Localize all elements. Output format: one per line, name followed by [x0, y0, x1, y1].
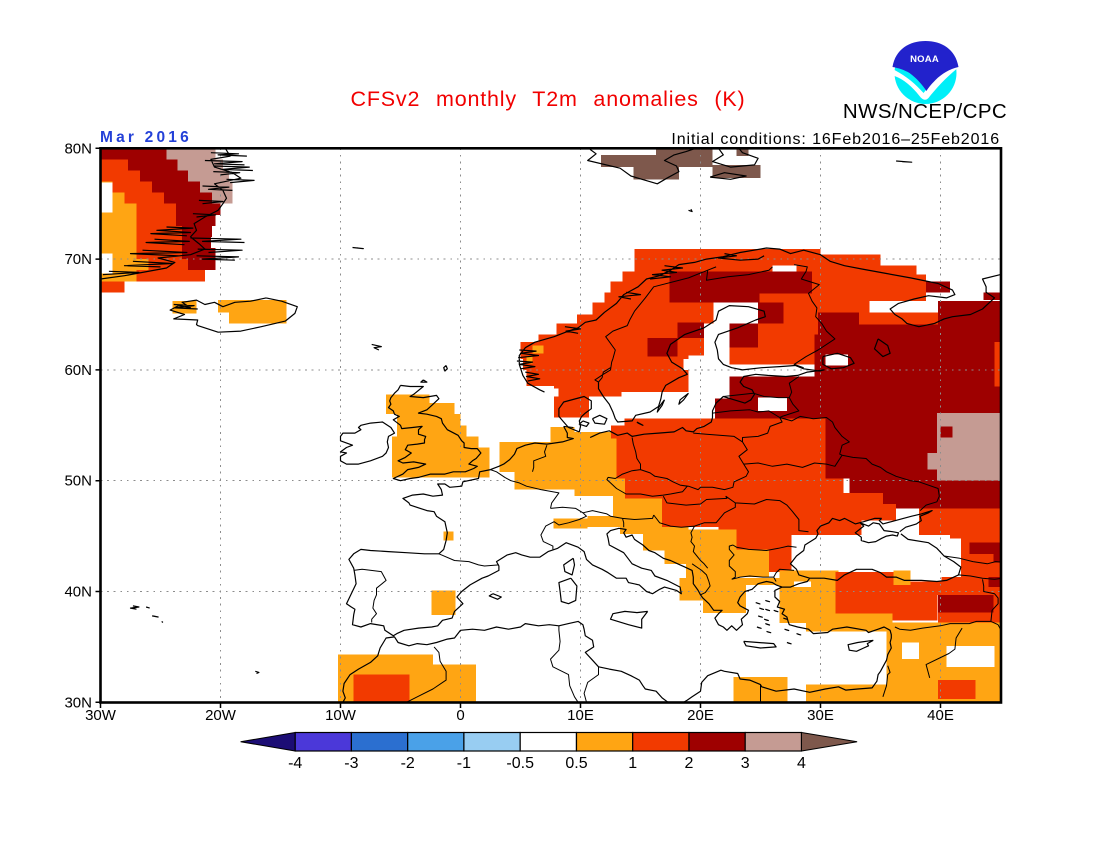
- svg-text:30E: 30E: [807, 707, 834, 724]
- svg-text:1: 1: [628, 755, 637, 772]
- svg-text:Mar 2016: Mar 2016: [100, 129, 192, 146]
- svg-text:0: 0: [456, 707, 464, 724]
- svg-text:4: 4: [797, 755, 806, 772]
- svg-text:-1: -1: [457, 755, 471, 772]
- svg-text:70N: 70N: [64, 251, 92, 268]
- svg-text:50N: 50N: [64, 473, 92, 490]
- svg-text:NOAA: NOAA: [910, 54, 939, 65]
- svg-text:30N: 30N: [64, 694, 92, 711]
- svg-text:80N: 80N: [64, 140, 92, 157]
- svg-text:-4: -4: [288, 755, 302, 772]
- svg-text:20W: 20W: [205, 707, 237, 724]
- svg-text:2: 2: [685, 755, 694, 772]
- svg-text:-2: -2: [401, 755, 415, 772]
- svg-text:-3: -3: [344, 755, 358, 772]
- svg-text:3: 3: [741, 755, 750, 772]
- svg-text:30W: 30W: [85, 707, 117, 724]
- svg-text:40E: 40E: [927, 707, 954, 724]
- svg-text:40N: 40N: [64, 584, 92, 601]
- svg-text:10E: 10E: [567, 707, 594, 724]
- svg-text:60N: 60N: [64, 362, 92, 379]
- svg-text:CFSv2 monthly T2m anomalies (K: CFSv2 monthly T2m anomalies (K): [351, 87, 746, 111]
- svg-text:NWS/NCEP/CPC: NWS/NCEP/CPC: [843, 100, 1007, 123]
- svg-text:Initial conditions: 16Feb2016–: Initial conditions: 16Feb2016–25Feb2016: [671, 131, 1000, 148]
- svg-text:0.5: 0.5: [565, 755, 587, 772]
- svg-text:-0.5: -0.5: [506, 755, 534, 772]
- svg-text:10W: 10W: [325, 707, 357, 724]
- svg-text:20E: 20E: [687, 707, 714, 724]
